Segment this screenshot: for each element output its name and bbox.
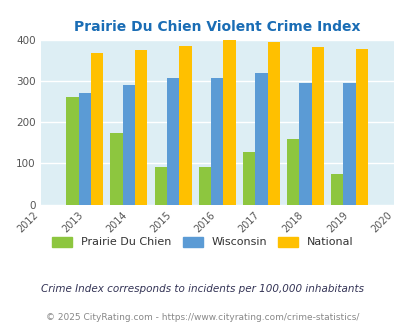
Bar (154, 168, 166, 205)
Legend: Prairie Du Chien, Wisconsin, National: Prairie Du Chien, Wisconsin, National (48, 232, 357, 252)
Bar (242, 152, 255, 205)
Bar (298, 82, 311, 205)
Bar (91, 53, 103, 205)
Bar (79, 93, 91, 205)
Bar (286, 139, 298, 205)
Bar (211, 78, 223, 205)
Bar (267, 42, 279, 205)
Bar (198, 168, 211, 205)
Text: © 2025 CityRating.com - https://www.cityrating.com/crime-statistics/: © 2025 CityRating.com - https://www.city… (46, 313, 359, 322)
Text: Crime Index corresponds to incidents per 100,000 inhabitants: Crime Index corresponds to incidents per… (41, 284, 364, 294)
Bar (343, 83, 355, 205)
Bar (66, 97, 79, 205)
Bar (179, 46, 191, 205)
Bar (255, 73, 267, 205)
Bar (122, 84, 135, 205)
Bar (311, 48, 323, 205)
Bar (110, 133, 122, 205)
Bar (355, 49, 367, 205)
Bar (135, 50, 147, 205)
Bar (223, 41, 235, 205)
Bar (330, 174, 343, 205)
Bar (166, 78, 179, 205)
Title: Prairie Du Chien Violent Crime Index: Prairie Du Chien Violent Crime Index (74, 20, 360, 34)
